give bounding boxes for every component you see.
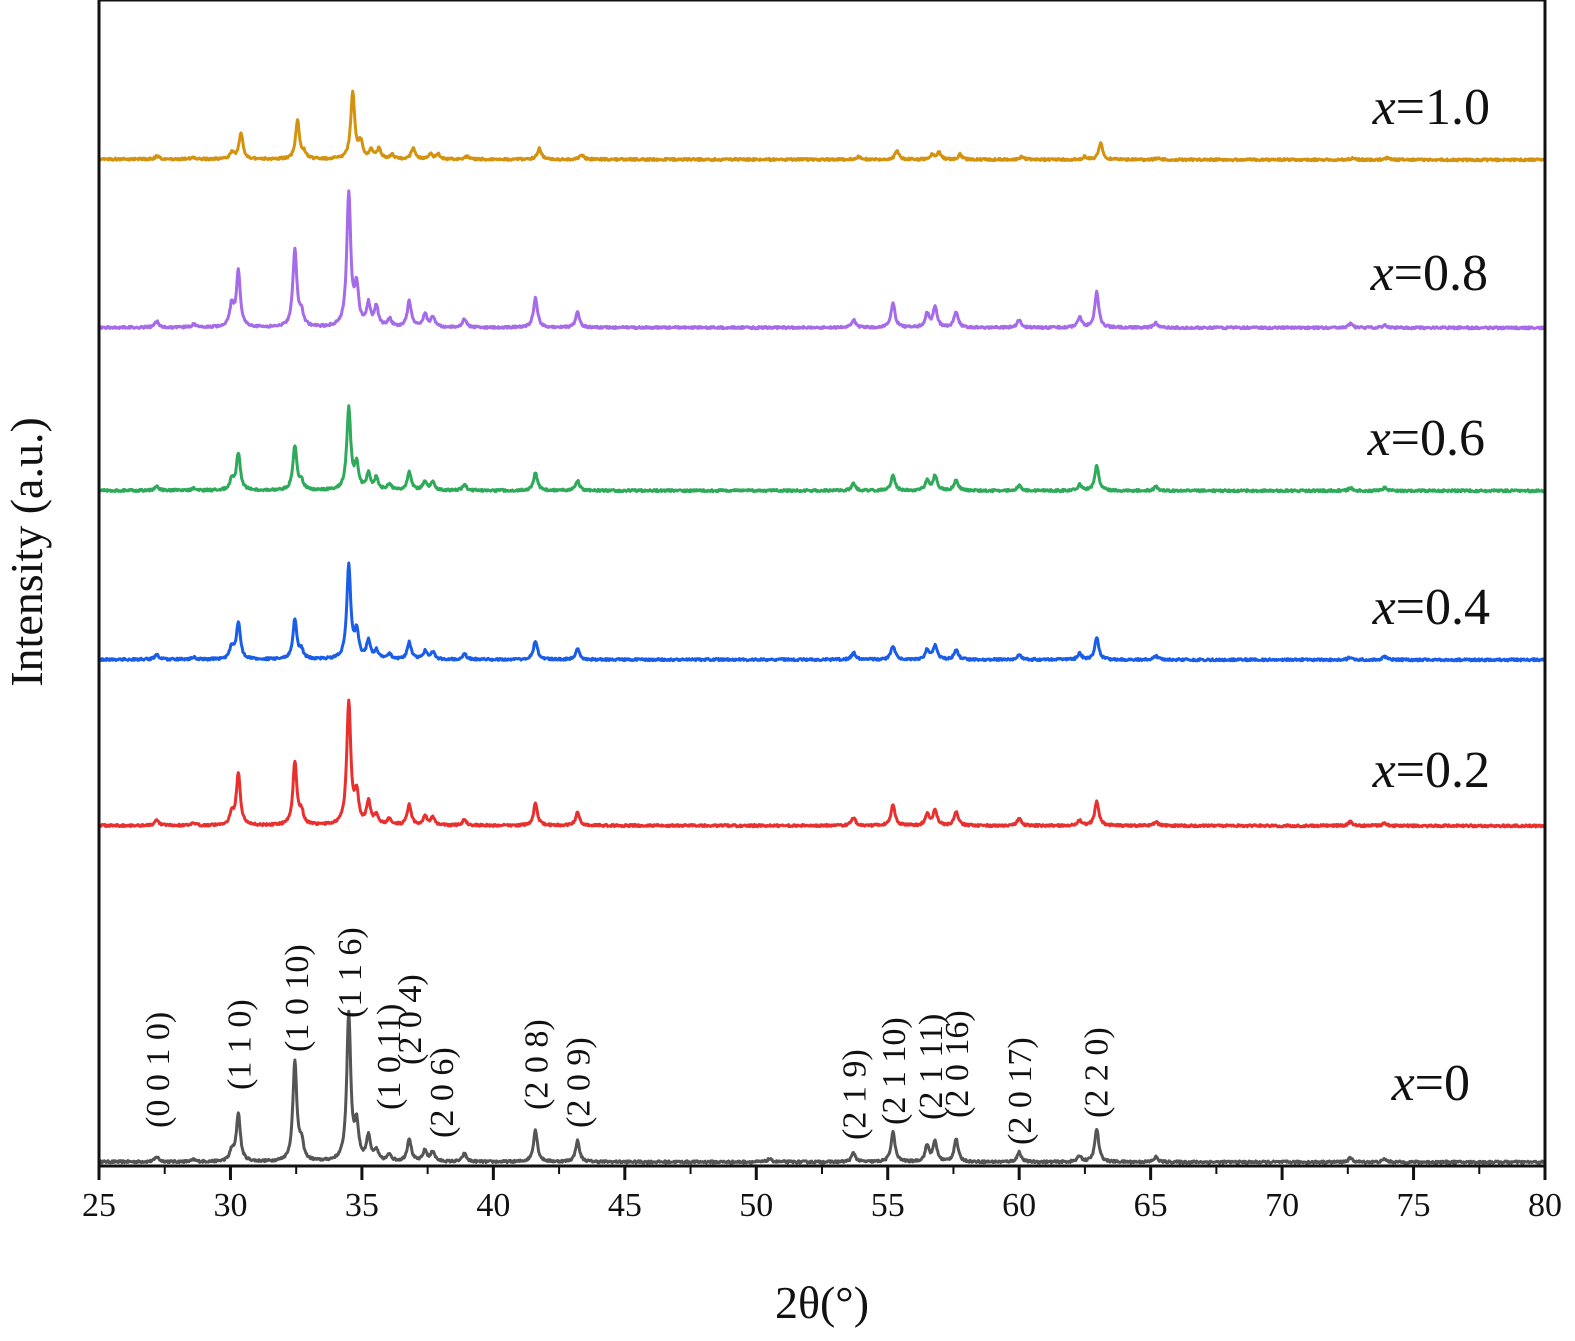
x-tick-label: 60 [1002,1187,1036,1224]
x-tick-label: 45 [608,1187,642,1224]
peak-hkl-label: (2 0 9) [561,1037,598,1128]
x-axis-title: 2θ(°) [775,1277,869,1328]
peak-hkl-label: (2 0 4) [392,974,429,1065]
series-label-var: x [1367,410,1391,467]
x-tick-label: 55 [871,1187,905,1224]
x-tick-label: 35 [345,1187,379,1224]
series-line-2 [97,561,1547,663]
series-label-4: x=0.8 [1370,245,1488,302]
peak-hkl-label: (2 0 6) [424,1047,461,1138]
series-line-4 [97,189,1547,331]
peak-labels: (0 0 1 0) (1 1 0) (1 0 10) (1 1 6)(1 0 11)(… [140,927,1116,1145]
peak-hkl-label: (1 1 6) [332,927,369,1018]
x-tick-label: 70 [1265,1187,1299,1224]
x-tick-label: 65 [1134,1187,1168,1224]
series-label-2: x=0.4 [1372,579,1490,636]
x-tick-label: 75 [1397,1187,1431,1224]
x-tick-label: 40 [476,1187,510,1224]
x-tick-label: 30 [213,1187,247,1224]
peak-hkl-label: (1 1 0) [221,999,258,1090]
series-label-var: x [1391,1055,1415,1112]
x-axis: 25 30 35 40 45 50 55 60 65 70 75 80 [82,1166,1562,1224]
series-label-3: x=0.6 [1367,410,1485,467]
series-label-0: x=0 [1391,1055,1470,1112]
series-label-value: =0.6 [1391,410,1485,467]
peak-hkl-label: (2 0 8) [518,1019,555,1110]
peak-hkl-label: (1 0 11) [371,1004,408,1110]
series-label-value: =0 [1415,1055,1470,1112]
peak-hkl-label: (1 0 10) [279,944,316,1052]
x-tick-label: 25 [82,1187,116,1224]
peak-hkl-label: (2 1 11) [913,1014,950,1120]
x-tick-label: 80 [1528,1187,1562,1224]
peak-hkl-label: (2 1 10) [876,1017,913,1125]
series-label-var: x [1370,245,1394,302]
series-line-0 [97,1009,1546,1165]
series-label-5: x=1.0 [1372,79,1490,136]
series-line-1 [98,698,1546,829]
series-label-value: =1.0 [1396,79,1490,136]
peak-hkl-label: (2 0 16) [939,1010,976,1118]
series-label-value: =0.2 [1396,742,1490,799]
x-tick-label: 50 [739,1187,773,1224]
series-label-var: x [1372,579,1396,636]
series-label-1: x=0.2 [1372,742,1490,799]
peak-hkl-label: (2 0 17) [1002,1037,1039,1145]
y-axis-title: Intensity (a.u.) [1,417,52,687]
series-traces [97,89,1547,1165]
series-label-value: =0.8 [1394,245,1488,302]
peak-hkl-label: (0 0 1 0) [140,1012,177,1128]
series-labels: x=0x=0.2x=0.4x=0.6x=0.8x=1.0 [1367,79,1490,1112]
series-label-var: x [1372,742,1396,799]
peak-hkl-label: (2 1 9) [837,1049,874,1140]
series-line-5 [98,89,1546,163]
series-label-value: =0.4 [1396,579,1490,636]
series-label-var: x [1372,79,1396,136]
series-line-3 [98,404,1547,494]
peak-hkl-label: (2 2 0) [1078,1027,1115,1118]
